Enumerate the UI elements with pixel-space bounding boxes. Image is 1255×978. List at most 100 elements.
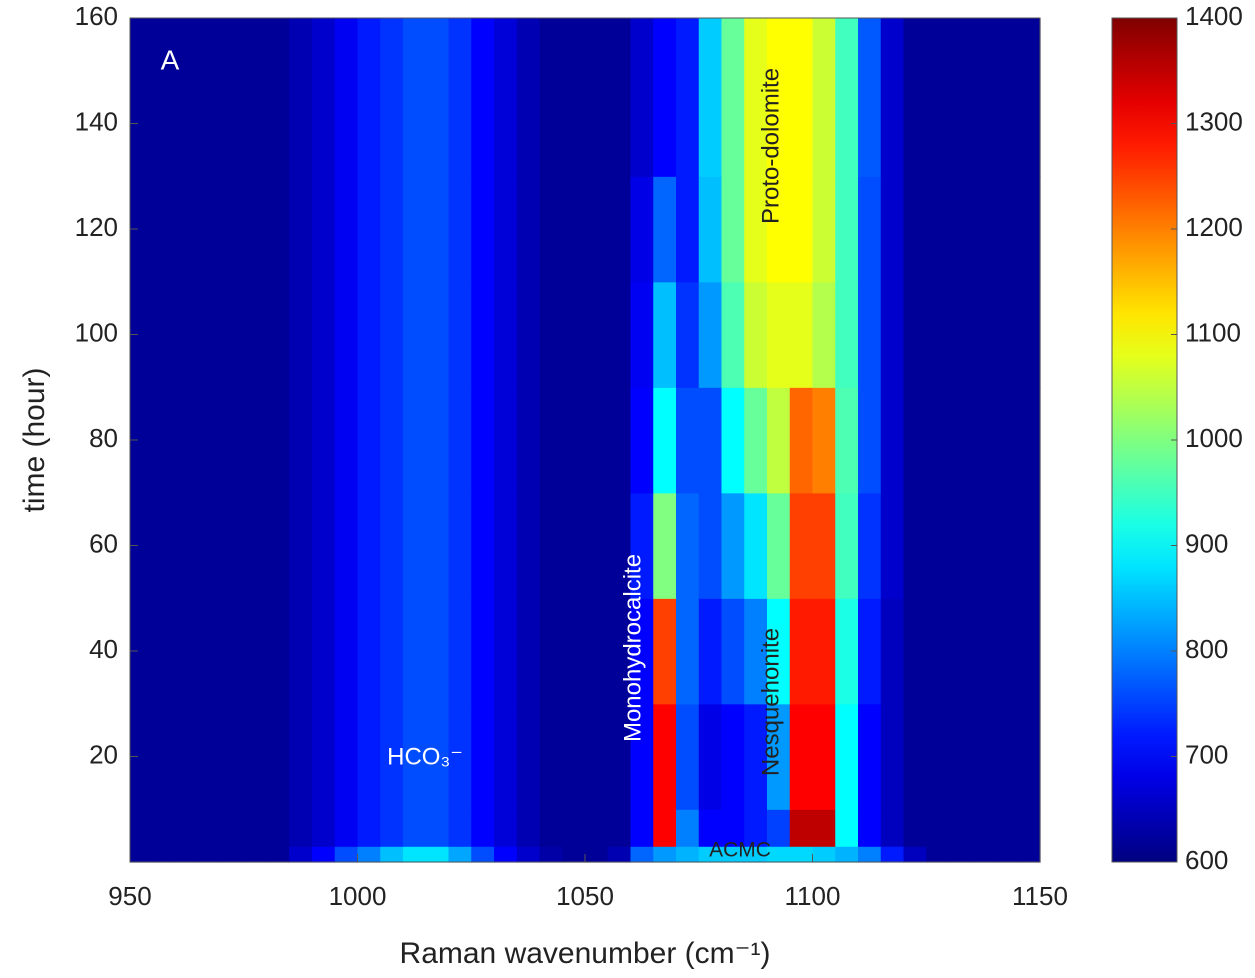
heatmap-cell: [858, 176, 882, 283]
heatmap-cell: [175, 846, 199, 863]
heatmap-cell: [698, 176, 723, 283]
heatmap-cell: [175, 18, 199, 177]
heatmap-cell: [334, 846, 359, 863]
heatmap-cell: [471, 281, 495, 388]
heatmap-cell: [812, 703, 836, 810]
heatmap-cell: [380, 387, 404, 494]
heatmap-cell: [494, 846, 518, 863]
heatmap-cell: [289, 809, 313, 847]
heatmap-cell: [471, 846, 495, 863]
heatmap-cell: [744, 703, 768, 810]
heatmap-cell: [858, 281, 882, 388]
heatmap-cell: [903, 703, 927, 810]
heatmap-cell: [198, 281, 222, 388]
y-tick-label: 80: [89, 423, 118, 453]
heatmap-cell: [471, 176, 495, 283]
heatmap-cell: [676, 176, 700, 283]
heatmap-cell: [425, 18, 450, 177]
heatmap-cell: [130, 18, 154, 177]
heatmap-cell: [425, 387, 450, 494]
heatmap-cell: [516, 18, 541, 177]
heatmap-cell: [152, 281, 177, 388]
heatmap-cell: [494, 176, 518, 283]
heatmap-cell: [494, 809, 518, 847]
heatmap-cell: [676, 281, 700, 388]
heatmap-cell: [812, 492, 836, 599]
heatmap-cell: [926, 846, 950, 863]
heatmap-cell: [175, 598, 199, 705]
heatmap-cell: [903, 598, 927, 705]
heatmap-cell: [744, 492, 768, 599]
y-tick-label: 120: [75, 212, 118, 242]
heatmap-cell: [312, 18, 336, 177]
heatmap-cell: [130, 703, 154, 810]
heatmap-cell: [676, 809, 700, 847]
heatmap-cell: [789, 703, 814, 810]
heatmap-cell: [334, 492, 359, 599]
colorbar-tick-label: 1300: [1185, 106, 1243, 136]
heatmap-cell: [539, 18, 563, 177]
heatmap-cell: [880, 846, 905, 863]
heatmap-cell: [448, 18, 472, 177]
heatmap-cell: [448, 846, 472, 863]
heatmap-cell: [380, 176, 404, 283]
heatmap-cell: [971, 703, 996, 810]
heatmap: [130, 18, 1041, 863]
heatmap-cell: [289, 18, 313, 177]
heatmap-cell: [926, 281, 950, 388]
heatmap-cell: [562, 176, 586, 283]
heatmap-cell: [448, 387, 472, 494]
heatmap-cell: [653, 598, 677, 705]
x-axis-label: Raman wavenumber (cm⁻¹): [400, 937, 771, 970]
heatmap-cell: [403, 598, 427, 705]
heatmap-cell: [812, 18, 836, 177]
heatmap-cell: [403, 176, 427, 283]
heatmap-cell: [767, 492, 791, 599]
heatmap-cell: [494, 598, 518, 705]
heatmap-cell: [130, 809, 154, 847]
heatmap-cell: [926, 18, 950, 177]
heatmap-cell: [403, 703, 427, 810]
heatmap-cell: [653, 18, 677, 177]
heatmap-cell: [221, 703, 245, 810]
y-tick-label: 140: [75, 106, 118, 136]
heatmap-cell: [1017, 846, 1041, 863]
heatmap-cell: [198, 387, 222, 494]
heatmap-cell: [767, 176, 791, 283]
heatmap-cell: [289, 598, 313, 705]
heatmap-cell: [516, 598, 541, 705]
heatmap-cell: [1017, 809, 1041, 847]
heatmap-cell: [926, 598, 950, 705]
heatmap-cell: [539, 809, 563, 847]
heatmap-cell: [971, 598, 996, 705]
heatmap-cell: [585, 809, 609, 847]
heatmap-cell: [198, 492, 222, 599]
heatmap-cell: [949, 492, 973, 599]
heatmap-cell: [676, 492, 700, 599]
heatmap-cell: [494, 18, 518, 177]
heatmap-cell: [858, 846, 882, 863]
heatmap-cell: [175, 281, 199, 388]
heatmap-cell: [698, 846, 723, 863]
heatmap-cell: [562, 387, 586, 494]
heatmap-cell: [903, 176, 927, 283]
heatmap-cell: [653, 387, 677, 494]
heatmap-cell: [835, 846, 859, 863]
heatmap-cell: [835, 703, 859, 810]
heatmap-cell: [425, 281, 450, 388]
annotation: Nesquehonite: [757, 628, 784, 776]
heatmap-cell: [744, 18, 768, 177]
heatmap-cell: [380, 846, 404, 863]
overlay: 950 1000 1050 1100 1150 20 40 60 80 100 120 140 160 R…: [18, 1, 1243, 970]
heatmap-cell: [1017, 176, 1041, 283]
heatmap-cell: [858, 492, 882, 599]
heatmap-cell: [243, 598, 268, 705]
colorbar-tick-label: 900: [1185, 528, 1228, 558]
heatmap-cell: [630, 18, 654, 177]
heatmap-cell: [539, 387, 563, 494]
heatmap-cell: [539, 176, 563, 283]
colorbar-tick-label: 1100: [1185, 317, 1241, 347]
y-tick-label: 60: [89, 528, 118, 558]
heatmap-cell: [994, 18, 1018, 177]
heatmap-cell: [425, 598, 450, 705]
